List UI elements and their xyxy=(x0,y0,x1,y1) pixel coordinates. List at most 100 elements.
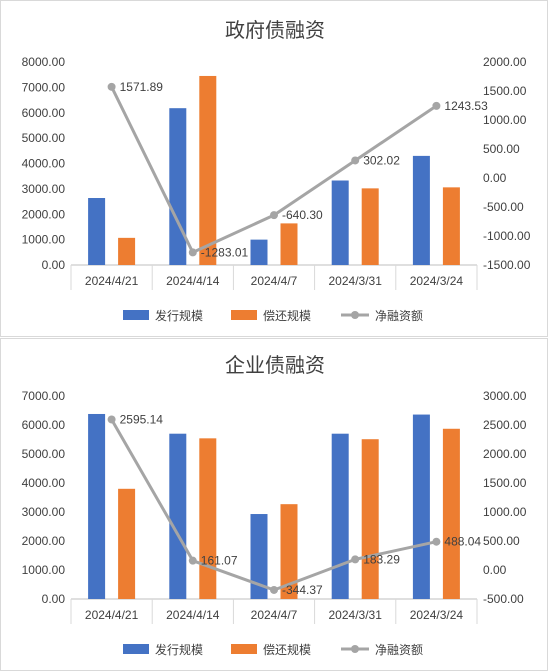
gov-y-tick-label: 3000.00 xyxy=(22,182,66,196)
corp-bar-repay xyxy=(361,439,379,599)
gov-bar-repay xyxy=(280,223,298,265)
corp-net-data-label: 161.07 xyxy=(201,554,238,568)
corp-y-tick-label: 2000.00 xyxy=(22,534,66,548)
gov-net-line xyxy=(110,86,438,254)
corp-y2-tick-label: -500.00 xyxy=(483,592,524,606)
corp-y-tick-label: 7000.00 xyxy=(22,389,66,403)
gov-y2-tick-label: -500.00 xyxy=(483,200,524,214)
gov-y-tick-label: 4000.00 xyxy=(22,157,66,171)
gov-y-tick-label: 5000.00 xyxy=(22,131,66,145)
gov-bar-repay xyxy=(442,187,460,265)
gov-legend-swatch-repay xyxy=(231,310,257,320)
gov-net-point xyxy=(270,211,278,220)
corp-legend-label-net: 净融资额 xyxy=(375,643,423,657)
corp-y2-tick-label: 1000.00 xyxy=(483,505,527,519)
corp-y2-tick-label: 3000.00 xyxy=(483,389,527,403)
corp-bar-issue xyxy=(412,414,430,599)
corp-y2-tick-label: 500.00 xyxy=(483,534,520,548)
gov-y-tick-label: 0.00 xyxy=(42,258,66,272)
corp-bond-chart: 企业债融资 0.00 1000.00 2000.00 3000.00 4000.00 500… xyxy=(22,353,527,657)
corp-legend-marker-net xyxy=(351,645,359,653)
corp-y2-tick-label: 2000.00 xyxy=(483,447,527,461)
gov-y2-tick-label: 1000.00 xyxy=(483,113,527,127)
gov-net-data-label: 302.02 xyxy=(363,153,400,167)
corp-net-point xyxy=(351,555,360,564)
corp-net-data-label: 2595.14 xyxy=(120,412,164,426)
gov-x-tick-label: 2024/3/24 xyxy=(410,274,464,288)
gov-net-data-label: -1283.01 xyxy=(201,245,249,259)
gov-bar-issue xyxy=(250,239,268,265)
corp-x-tick-label: 2024/4/21 xyxy=(85,608,139,622)
corp-x-tick-label: 2024/3/24 xyxy=(410,608,464,622)
corp-x-tick-label: 2024/4/7 xyxy=(251,608,298,622)
corp-y2-tick-label: 1500.00 xyxy=(483,476,527,490)
gov-chart-title: 政府债融资 xyxy=(225,18,325,42)
corp-y-tick-label: 3000.00 xyxy=(22,505,66,519)
corp-bar-issue xyxy=(331,433,349,599)
gov-net-point xyxy=(188,248,197,257)
corp-y2-tick-label: 0.00 xyxy=(483,563,507,577)
corp-legend-swatch-repay xyxy=(231,644,257,654)
gov-y-tick-label: 1000.00 xyxy=(22,233,66,247)
gov-y-tick-label: 2000.00 xyxy=(22,207,66,221)
corp-net-data-label: -344.37 xyxy=(282,583,323,597)
corp-net-data-label: 183.29 xyxy=(363,552,400,566)
gov-y2-tick-label: -1500.00 xyxy=(483,258,531,272)
corp-net-point xyxy=(432,537,441,546)
gov-net-point xyxy=(432,101,441,110)
corp-bar-repay xyxy=(199,438,217,599)
corp-net-point xyxy=(188,556,197,565)
corp-legend-swatch-issue xyxy=(123,644,149,654)
gov-bar-repay xyxy=(199,75,217,265)
corp-bond-chart-panel: 企业债融资 0.00 1000.00 2000.00 3000.00 4000.00 500… xyxy=(0,338,548,671)
corp-x-tick-label: 2024/3/31 xyxy=(329,608,383,622)
gov-y2-tick-label: -1000.00 xyxy=(483,229,531,243)
gov-net-data-label: 1243.53 xyxy=(444,99,488,113)
gov-y2-tick-label: 1500.00 xyxy=(483,84,527,98)
gov-y-tick-label: 8000.00 xyxy=(22,55,66,69)
gov-bar-repay xyxy=(118,237,136,265)
corp-x-tick-label: 2024/4/14 xyxy=(166,608,220,622)
corp-bar-repay xyxy=(118,488,136,599)
gov-legend-swatch-issue xyxy=(123,310,149,320)
gov-net-data-label: 1571.89 xyxy=(120,80,164,94)
gov-x-tick-label: 2024/4/14 xyxy=(166,274,220,288)
corp-bar-repay xyxy=(442,428,460,599)
gov-net-data-label: -640.30 xyxy=(282,208,323,222)
gov-x-tick-label: 2024/4/7 xyxy=(251,274,298,288)
gov-bond-chart-panel: 政府债融资 0.00 1000.00 2000.00 3000.00 4000.00 500… xyxy=(0,0,548,337)
corp-y-tick-label: 6000.00 xyxy=(22,418,66,432)
gov-y2-tick-label: 2000.00 xyxy=(483,55,527,69)
corp-bar-issue xyxy=(169,433,187,599)
gov-y2-tick-label: 500.00 xyxy=(483,142,520,156)
gov-bar-issue xyxy=(88,198,106,265)
gov-y-tick-label: 6000.00 xyxy=(22,106,66,120)
gov-x-tick-label: 2024/3/31 xyxy=(329,274,383,288)
gov-bar-issue xyxy=(169,108,187,266)
gov-bar-issue xyxy=(412,155,430,265)
gov-legend-label-repay: 偿还规模 xyxy=(263,308,311,323)
corp-y-tick-label: 1000.00 xyxy=(22,563,66,577)
corp-net-point xyxy=(107,415,116,424)
corp-legend-label-issue: 发行规模 xyxy=(155,642,203,657)
corp-y-tick-label: 4000.00 xyxy=(22,476,66,490)
corp-net-data-label: 488.04 xyxy=(444,535,481,549)
gov-legend-label-issue: 发行规模 xyxy=(155,308,203,323)
gov-bar-issue xyxy=(331,180,349,265)
gov-bond-chart: 政府债融资 0.00 1000.00 2000.00 3000.00 4000.00 500… xyxy=(22,18,531,323)
gov-y2-tick-label: 0.00 xyxy=(483,171,507,185)
corp-chart-title: 企业债融资 xyxy=(225,353,325,377)
gov-x-tick-label: 2024/4/21 xyxy=(85,274,139,288)
gov-y-tick-label: 7000.00 xyxy=(22,80,66,94)
corp-bar-issue xyxy=(250,514,268,599)
gov-net-point xyxy=(351,156,360,165)
corp-bar-repay xyxy=(280,504,298,599)
corp-legend-label-repay: 偿还规模 xyxy=(263,642,311,657)
gov-legend-marker-net xyxy=(351,311,359,319)
corp-y-tick-label: 5000.00 xyxy=(22,447,66,461)
gov-net-point xyxy=(107,82,116,91)
corp-net-point xyxy=(270,585,278,594)
corp-y2-tick-label: 2500.00 xyxy=(483,418,527,432)
gov-bar-repay xyxy=(361,188,379,265)
gov-legend-label-net: 净融资额 xyxy=(375,309,423,323)
